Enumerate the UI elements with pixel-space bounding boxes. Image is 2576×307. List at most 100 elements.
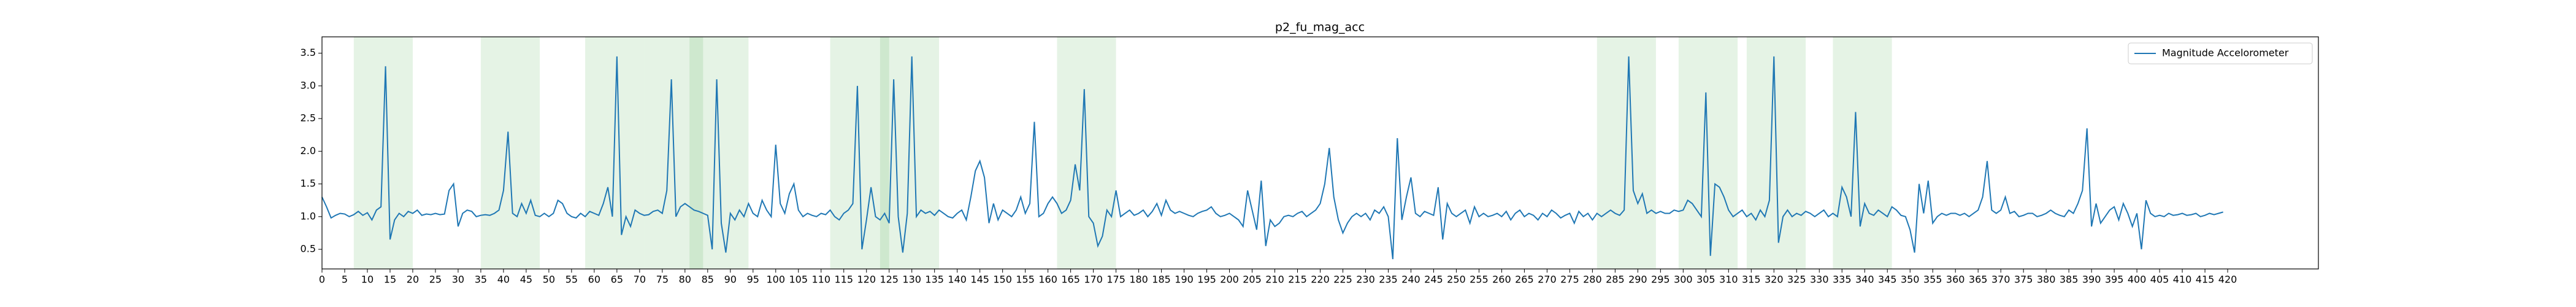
y-tick-label: 0.5 bbox=[301, 243, 316, 255]
x-tick-label: 320 bbox=[1765, 274, 1784, 286]
x-tick-label: 145 bbox=[970, 274, 989, 286]
x-tick-label: 165 bbox=[1061, 274, 1080, 286]
y-tick-label: 2.5 bbox=[301, 112, 316, 124]
y-tick-label: 3.0 bbox=[301, 79, 316, 91]
data-line bbox=[321, 56, 2223, 260]
chart-title: p2_fu_mag_acc bbox=[1275, 21, 1365, 34]
x-tick-label: 345 bbox=[1878, 274, 1897, 286]
highlight-span bbox=[480, 37, 540, 269]
x-tick-label: 290 bbox=[1628, 274, 1647, 286]
legend-label: Magnitude Accelorometer bbox=[2162, 47, 2289, 59]
x-tick-label: 235 bbox=[1379, 274, 1398, 286]
x-tick-label: 260 bbox=[1492, 274, 1511, 286]
x-tick-label: 335 bbox=[1833, 274, 1852, 286]
x-tick-label: 350 bbox=[1901, 274, 1920, 286]
x-tick-label: 405 bbox=[2150, 274, 2169, 286]
x-tick-label: 395 bbox=[2105, 274, 2124, 286]
x-tick-label: 210 bbox=[1265, 274, 1284, 286]
x-tick-label: 225 bbox=[1333, 274, 1352, 286]
x-tick-label: 135 bbox=[925, 274, 944, 286]
x-tick-label: 185 bbox=[1152, 274, 1171, 286]
x-tick-label: 355 bbox=[1923, 274, 1942, 286]
x-tick-label: 280 bbox=[1583, 274, 1602, 286]
x-tick-label: 140 bbox=[948, 274, 967, 286]
x-tick-label: 215 bbox=[1288, 274, 1307, 286]
x-tick-label: 0 bbox=[319, 274, 325, 286]
x-tick-label: 415 bbox=[2196, 274, 2215, 286]
legend-box bbox=[2128, 42, 2313, 64]
x-tick-label: 330 bbox=[1810, 274, 1829, 286]
x-tick-label: 45 bbox=[520, 274, 532, 286]
x-tick-label: 190 bbox=[1175, 274, 1194, 286]
x-tick-label: 400 bbox=[2128, 274, 2147, 286]
x-tick-label: 85 bbox=[702, 274, 714, 286]
x-tick-label: 305 bbox=[1696, 274, 1715, 286]
x-tick-label: 365 bbox=[1969, 274, 1988, 286]
x-tick-label: 110 bbox=[811, 274, 830, 286]
x-tick-label: 90 bbox=[724, 274, 737, 286]
x-tick-label: 60 bbox=[588, 274, 600, 286]
x-tick-label: 245 bbox=[1424, 274, 1443, 286]
x-tick-label: 100 bbox=[766, 274, 785, 286]
x-tick-label: 255 bbox=[1470, 274, 1489, 286]
x-tick-label: 50 bbox=[543, 274, 555, 286]
x-tick-label: 5 bbox=[342, 274, 348, 286]
x-tick-label: 155 bbox=[1016, 274, 1035, 286]
x-tick-label: 130 bbox=[902, 274, 921, 286]
x-tick-label: 15 bbox=[384, 274, 396, 286]
x-tick-label: 270 bbox=[1538, 274, 1557, 286]
x-tick-label: 295 bbox=[1651, 274, 1670, 286]
x-tick-label: 55 bbox=[565, 274, 578, 286]
x-tick-label: 385 bbox=[2060, 274, 2079, 286]
x-tick-label: 150 bbox=[993, 274, 1012, 286]
x-tick-label: 360 bbox=[1946, 274, 1965, 286]
x-tick-label: 390 bbox=[2082, 274, 2101, 286]
x-tick-label: 65 bbox=[611, 274, 623, 286]
x-tick-label: 80 bbox=[679, 274, 691, 286]
x-tick-label: 40 bbox=[497, 274, 510, 286]
x-tick-label: 115 bbox=[834, 274, 853, 286]
x-tick-label: 160 bbox=[1038, 274, 1057, 286]
x-tick-label: 230 bbox=[1356, 274, 1375, 286]
x-tick-label: 240 bbox=[1401, 274, 1420, 286]
x-tick-label: 285 bbox=[1606, 274, 1625, 286]
x-tick-label: 310 bbox=[1719, 274, 1738, 286]
x-tick-label: 370 bbox=[1991, 274, 2011, 286]
x-tick-label: 315 bbox=[1742, 274, 1761, 286]
x-tick-label: 340 bbox=[1855, 274, 1874, 286]
x-tick-label: 420 bbox=[2218, 274, 2237, 286]
x-tick-label: 275 bbox=[1560, 274, 1579, 286]
x-tick-label: 180 bbox=[1129, 274, 1148, 286]
highlight-span bbox=[1833, 37, 1892, 269]
x-tick-label: 325 bbox=[1787, 274, 1806, 286]
x-tick-label: 265 bbox=[1515, 274, 1534, 286]
x-tick-label: 200 bbox=[1220, 274, 1239, 286]
x-tick-label: 410 bbox=[2173, 274, 2192, 286]
x-tick-label: 380 bbox=[2037, 274, 2056, 286]
x-tick-label: 195 bbox=[1197, 274, 1216, 286]
plot-frame bbox=[321, 36, 2319, 270]
x-tick-label: 220 bbox=[1311, 274, 1330, 286]
x-tick-label: 95 bbox=[747, 274, 759, 286]
x-tick-label: 70 bbox=[634, 274, 646, 286]
x-tick-label: 250 bbox=[1447, 274, 1466, 286]
y-tick-label: 2.0 bbox=[301, 145, 316, 157]
x-tick-label: 205 bbox=[1243, 274, 1262, 286]
x-tick-label: 120 bbox=[857, 274, 876, 286]
x-tick-label: 35 bbox=[475, 274, 487, 286]
x-tick-label: 375 bbox=[2014, 274, 2033, 286]
x-tick-label: 300 bbox=[1674, 274, 1693, 286]
x-tick-label: 25 bbox=[429, 274, 442, 286]
y-tick-label: 1.0 bbox=[301, 210, 316, 222]
x-tick-label: 175 bbox=[1106, 274, 1125, 286]
x-tick-label: 105 bbox=[789, 274, 808, 286]
x-tick-label: 75 bbox=[656, 274, 669, 286]
x-tick-label: 125 bbox=[880, 274, 899, 286]
x-tick-label: 20 bbox=[407, 274, 419, 286]
x-tick-label: 10 bbox=[361, 274, 374, 286]
y-tick-label: 1.5 bbox=[301, 177, 316, 189]
x-tick-label: 170 bbox=[1084, 274, 1103, 286]
y-tick-label: 3.5 bbox=[301, 47, 316, 58]
